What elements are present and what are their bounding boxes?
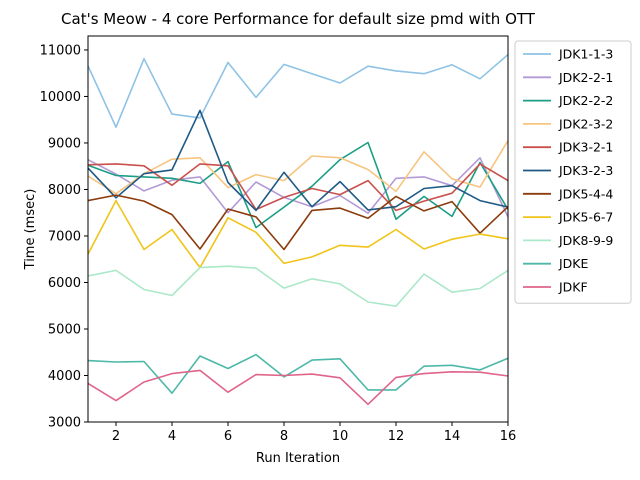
legend-entry-label: JDK2-2-2 — [558, 93, 613, 108]
legend-frame — [514, 40, 632, 304]
legend: JDK1-1-3 JDK2-2-1 JDK2-2-2 JDK2-3-2 JDK3-2-1… — [514, 40, 632, 304]
y-tick-label: 6000 — [48, 276, 81, 291]
series-line-jdk8-9-9 — [88, 265, 508, 308]
x-tick-label: 10 — [332, 429, 349, 444]
legend-entry-label: JDK5-4-4 — [558, 186, 613, 201]
y-tick-label: 3000 — [48, 416, 81, 431]
series-line-jdke — [88, 353, 508, 395]
x-tick-label: 12 — [388, 429, 405, 444]
y-axis-ticks: 3000 4000 5000 6000 7000 8000 9000 10000 11000 — [40, 43, 88, 431]
x-tick-label: 6 — [224, 429, 232, 444]
plot-frame — [87, 35, 509, 423]
x-tick-label: 2 — [112, 429, 120, 444]
y-tick-label: 10000 — [40, 90, 81, 105]
x-axis-ticks: 2 4 6 8 10 12 14 16 — [112, 422, 516, 444]
legend-entry-label: JDK8-9-9 — [558, 233, 613, 248]
series-line-jdk2-2-1 — [88, 157, 508, 218]
x-tick-label: 4 — [168, 429, 176, 444]
legend-entry-label: JDKE — [558, 256, 589, 271]
y-axis-label: Time (msec) — [23, 189, 38, 271]
y-tick-label: 9000 — [48, 136, 81, 151]
series-line-jdk3-2-3 — [88, 109, 508, 212]
x-tick-label: 16 — [500, 429, 517, 444]
legend-entry-label: JDK1-1-3 — [558, 47, 613, 62]
legend-entry-label: JDK2-2-1 — [558, 70, 613, 85]
x-axis-label: Run Iteration — [256, 451, 340, 466]
series-line-jdkf — [88, 369, 508, 406]
y-tick-label: 11000 — [40, 43, 81, 58]
legend-entry-label: JDK5-6-7 — [558, 210, 613, 225]
legend-entry-label: JDKF — [558, 280, 588, 295]
x-tick-label: 8 — [280, 429, 288, 444]
series-line-jdk1-1-3 — [88, 53, 508, 128]
x-tick-label: 14 — [444, 429, 461, 444]
y-tick-label: 7000 — [48, 229, 81, 244]
axes: 2 4 6 8 10 12 14 16 3000 4000 5000 6000 7000 8000 900… — [40, 35, 516, 444]
legend-entry-label: JDK3-2-1 — [558, 140, 613, 155]
legend-entry-label: JDK2-3-2 — [558, 116, 613, 131]
series-line-jdk3-2-1 — [88, 163, 508, 212]
series-layer — [88, 53, 508, 406]
legend-entry-label: JDK3-2-3 — [558, 163, 613, 178]
y-tick-label: 8000 — [48, 183, 81, 198]
chart-title: Cat's Meow - 4 core Performance for defa… — [61, 10, 536, 28]
y-tick-label: 4000 — [48, 369, 81, 384]
series-line-jdk2-3-2 — [88, 140, 508, 195]
series-line-jdk5-6-7 — [88, 199, 508, 269]
series-line-jdk5-4-4 — [88, 194, 508, 251]
y-tick-label: 5000 — [48, 322, 81, 337]
series-line-jdk2-2-2 — [88, 141, 508, 229]
